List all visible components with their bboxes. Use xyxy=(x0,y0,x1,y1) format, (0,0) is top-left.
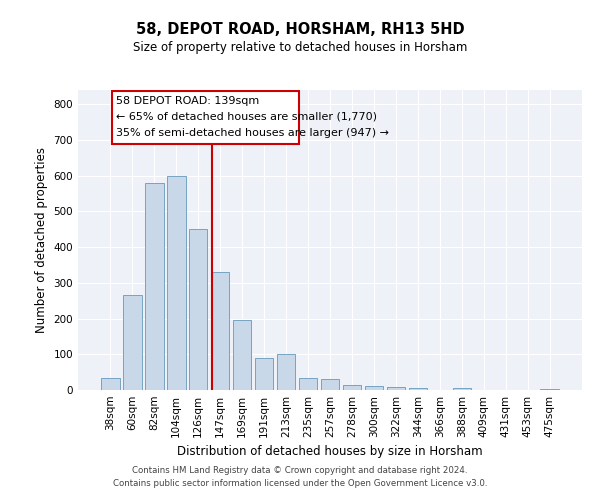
Bar xyxy=(167,176,185,390)
Bar xyxy=(365,386,383,390)
Bar xyxy=(255,358,274,390)
Bar xyxy=(145,183,164,390)
Bar xyxy=(123,296,142,390)
Text: 58, DEPOT ROAD, HORSHAM, RH13 5HD: 58, DEPOT ROAD, HORSHAM, RH13 5HD xyxy=(136,22,464,38)
Bar xyxy=(277,354,295,390)
Text: Contains HM Land Registry data © Crown copyright and database right 2024.
Contai: Contains HM Land Registry data © Crown c… xyxy=(113,466,487,487)
Text: Size of property relative to detached houses in Horsham: Size of property relative to detached ho… xyxy=(133,41,467,54)
Text: ← 65% of detached houses are smaller (1,770): ← 65% of detached houses are smaller (1,… xyxy=(116,112,377,122)
Text: 58 DEPOT ROAD: 139sqm: 58 DEPOT ROAD: 139sqm xyxy=(116,96,259,106)
Text: 35% of semi-detached houses are larger (947) →: 35% of semi-detached houses are larger (… xyxy=(116,128,389,138)
Y-axis label: Number of detached properties: Number of detached properties xyxy=(35,147,48,333)
Bar xyxy=(452,388,471,390)
Bar xyxy=(343,386,361,390)
X-axis label: Distribution of detached houses by size in Horsham: Distribution of detached houses by size … xyxy=(177,446,483,458)
Bar xyxy=(299,378,317,390)
Bar xyxy=(189,230,208,390)
Bar xyxy=(101,378,119,390)
Bar xyxy=(233,320,251,390)
Bar xyxy=(386,387,405,390)
Bar xyxy=(320,380,340,390)
Bar xyxy=(112,90,299,144)
Bar xyxy=(409,388,427,390)
Bar xyxy=(211,272,229,390)
